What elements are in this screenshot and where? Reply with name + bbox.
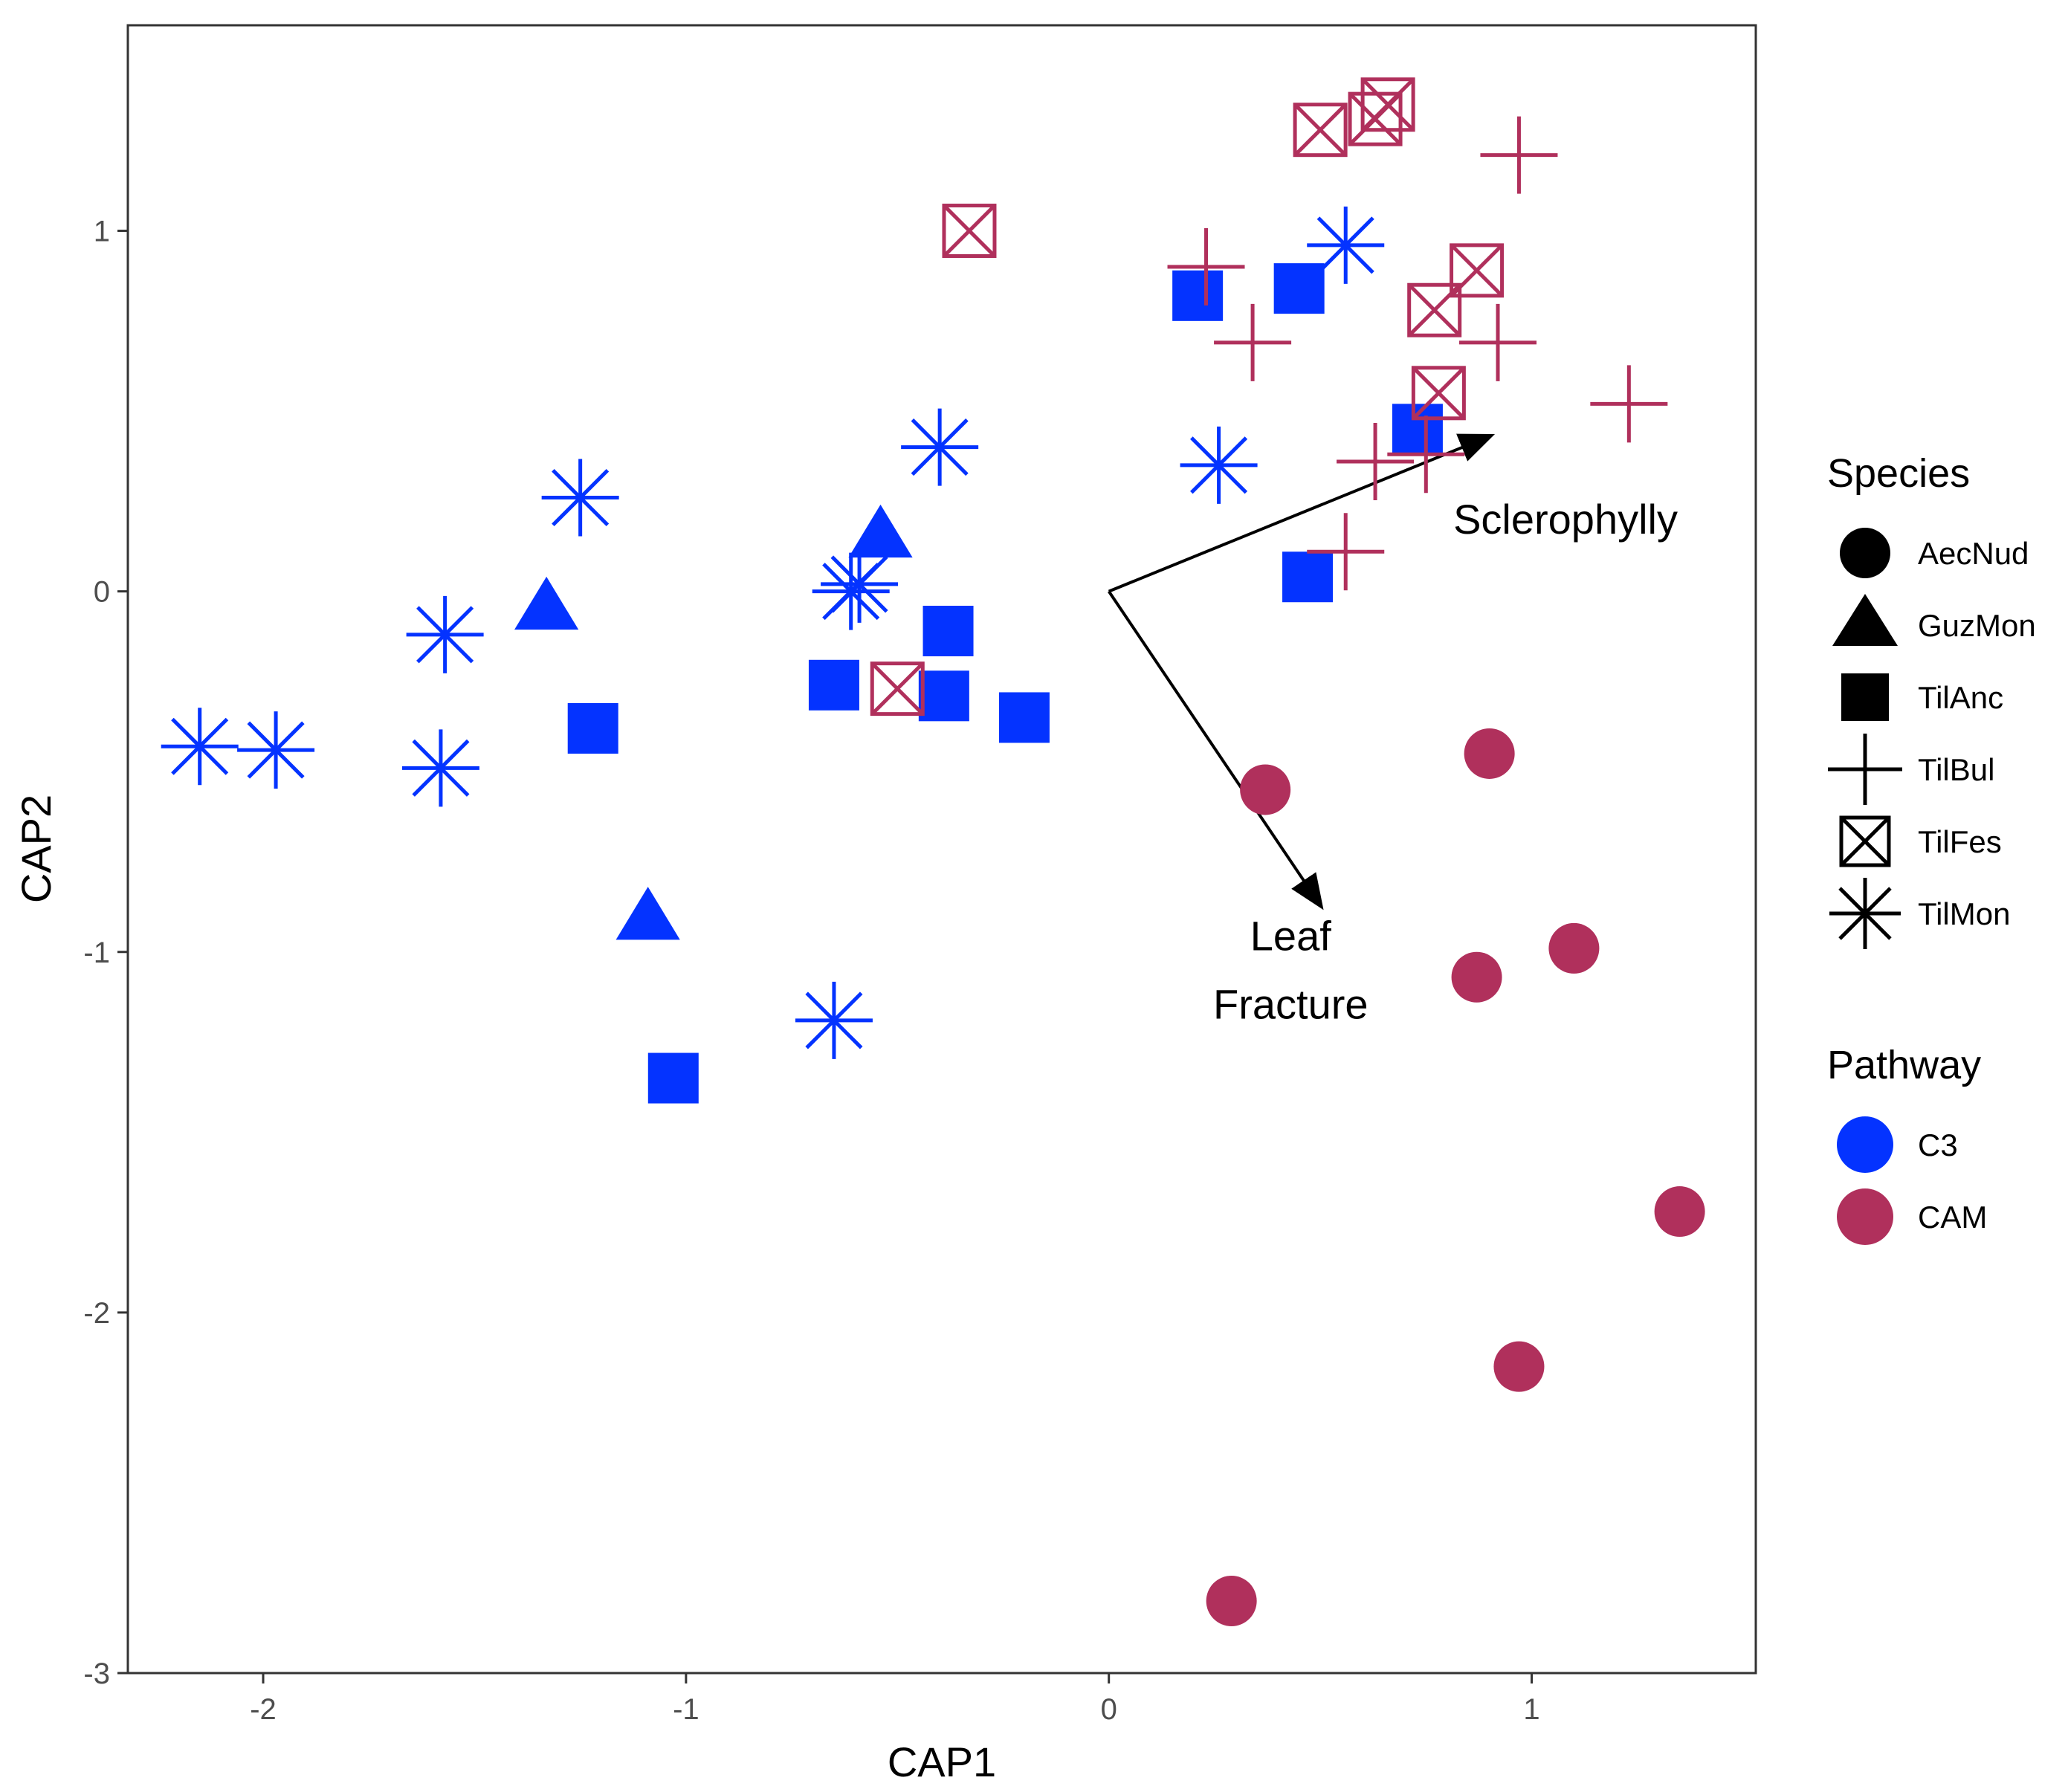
point-tilbul: [1590, 365, 1668, 443]
legend-species-title: Species: [1827, 451, 1970, 496]
legend-species-item: TilFes: [1839, 815, 2002, 867]
point-aecnud: [1464, 728, 1515, 779]
legend-pathway-title: Pathway: [1827, 1043, 1981, 1087]
y-axis-title: CAP2: [13, 795, 59, 903]
y-tick-label: 0: [94, 576, 110, 609]
point-tilmon: [1180, 426, 1258, 504]
point-tilanc: [1273, 263, 1325, 314]
legend: Species AecNud GuzMon TilAnc TilBul TilFes Til…: [1827, 451, 2036, 1245]
vector-label: Fracture: [1213, 980, 1369, 1027]
legend-key-pathway: [1837, 1188, 1893, 1245]
plot-panel: [126, 24, 1757, 1675]
point-tilfes: [870, 662, 925, 717]
y-tick-label: -1: [83, 937, 110, 969]
point-tilanc: [647, 1052, 699, 1104]
legend-species-item: GuzMon: [1832, 594, 2036, 646]
point-tilanc: [1282, 551, 1334, 603]
point-tilmon: [401, 729, 479, 807]
legend-pathway-item: CAM: [1837, 1188, 1987, 1245]
point-tilfes: [1407, 282, 1462, 337]
point-tilmon: [161, 708, 239, 786]
point-tilanc: [922, 606, 974, 657]
data-points: [161, 77, 1705, 1626]
biplot-vectors: Sclerophylly Leaf Fracture: [1108, 433, 1678, 1027]
point-aecnud: [1654, 1186, 1705, 1238]
point-tilbul: [1387, 415, 1465, 494]
legend-species-label: GuzMon: [1918, 608, 2036, 643]
legend-species-item: TilAnc: [1841, 673, 2003, 721]
x-tick-label: 0: [1101, 1693, 1117, 1726]
y-tick-label: -3: [83, 1657, 110, 1690]
point-guzmon: [848, 504, 913, 558]
x-axis-title: CAP1: [888, 1738, 996, 1785]
legend-species-label: TilBul: [1918, 752, 1994, 787]
legend-key-circle: [1840, 528, 1890, 578]
legend-species-item: TilMon: [1829, 878, 2010, 949]
point-tilmon: [1307, 206, 1385, 284]
legend-key-triangle: [1832, 594, 1898, 646]
point-aecnud: [1240, 764, 1291, 815]
vector-label: Sclerophylly: [1453, 496, 1678, 543]
legend-key-square: [1841, 673, 1889, 721]
point-tilbul: [1337, 422, 1415, 500]
point-tilanc: [808, 659, 859, 711]
legend-key-asterisk: [1829, 878, 1901, 949]
vector-arrow: [1108, 590, 1324, 910]
point-tilbul: [1167, 228, 1245, 306]
point-tilmon: [406, 595, 484, 673]
point-tilfes: [1293, 103, 1348, 158]
legend-pathway-label: CAM: [1918, 1200, 1987, 1235]
point-tilmon: [901, 408, 979, 486]
legend-key-boxx: [1839, 815, 1891, 867]
legend-key-plus: [1828, 734, 1902, 805]
x-tick-label: 1: [1523, 1693, 1539, 1726]
point-tilmon: [237, 711, 315, 789]
axis-ticks: -2 -1 0 1 1 0 -1 -2 -3: [83, 216, 1539, 1726]
point-guzmon: [514, 576, 579, 630]
point-tilanc: [1172, 270, 1224, 321]
point-tilanc: [1392, 404, 1443, 455]
point-aecnud: [1493, 1341, 1545, 1392]
point-tilmon: [541, 459, 619, 537]
point-tilanc: [918, 670, 969, 722]
x-tick-label: -1: [673, 1693, 699, 1726]
point-tilbul: [1459, 303, 1537, 381]
point-tilfes: [1360, 77, 1415, 132]
legend-species-item: TilBul: [1828, 734, 1994, 805]
point-tilfes: [942, 204, 997, 259]
point-tilfes: [1411, 366, 1466, 421]
legend-species-item: AecNud: [1840, 528, 2029, 578]
vector-label: Leaf: [1250, 912, 1331, 959]
x-tick-label: -2: [250, 1693, 277, 1726]
legend-pathway-item: C3: [1837, 1116, 1958, 1173]
point-guzmon: [615, 887, 680, 940]
point-tilmon: [795, 981, 873, 1059]
point-aecnud: [1451, 951, 1502, 1003]
point-tilmon: [821, 545, 899, 623]
y-tick-label: -2: [83, 1297, 110, 1330]
point-tilanc: [998, 692, 1050, 743]
point-tilanc: [567, 702, 618, 754]
legend-pathway-label: C3: [1918, 1128, 1958, 1162]
point-tilbul: [1307, 513, 1385, 591]
legend-species-label: TilFes: [1918, 824, 2002, 859]
legend-species-label: TilMon: [1918, 896, 2010, 931]
point-tilbul: [1480, 116, 1558, 194]
legend-key-pathway: [1837, 1116, 1893, 1173]
y-tick-label: 1: [94, 216, 110, 248]
legend-species-label: TilAnc: [1918, 680, 2003, 715]
legend-species-label: AecNud: [1918, 536, 2029, 571]
point-aecnud: [1206, 1575, 1257, 1626]
point-tilbul: [1214, 303, 1292, 381]
point-aecnud: [1548, 922, 1600, 974]
